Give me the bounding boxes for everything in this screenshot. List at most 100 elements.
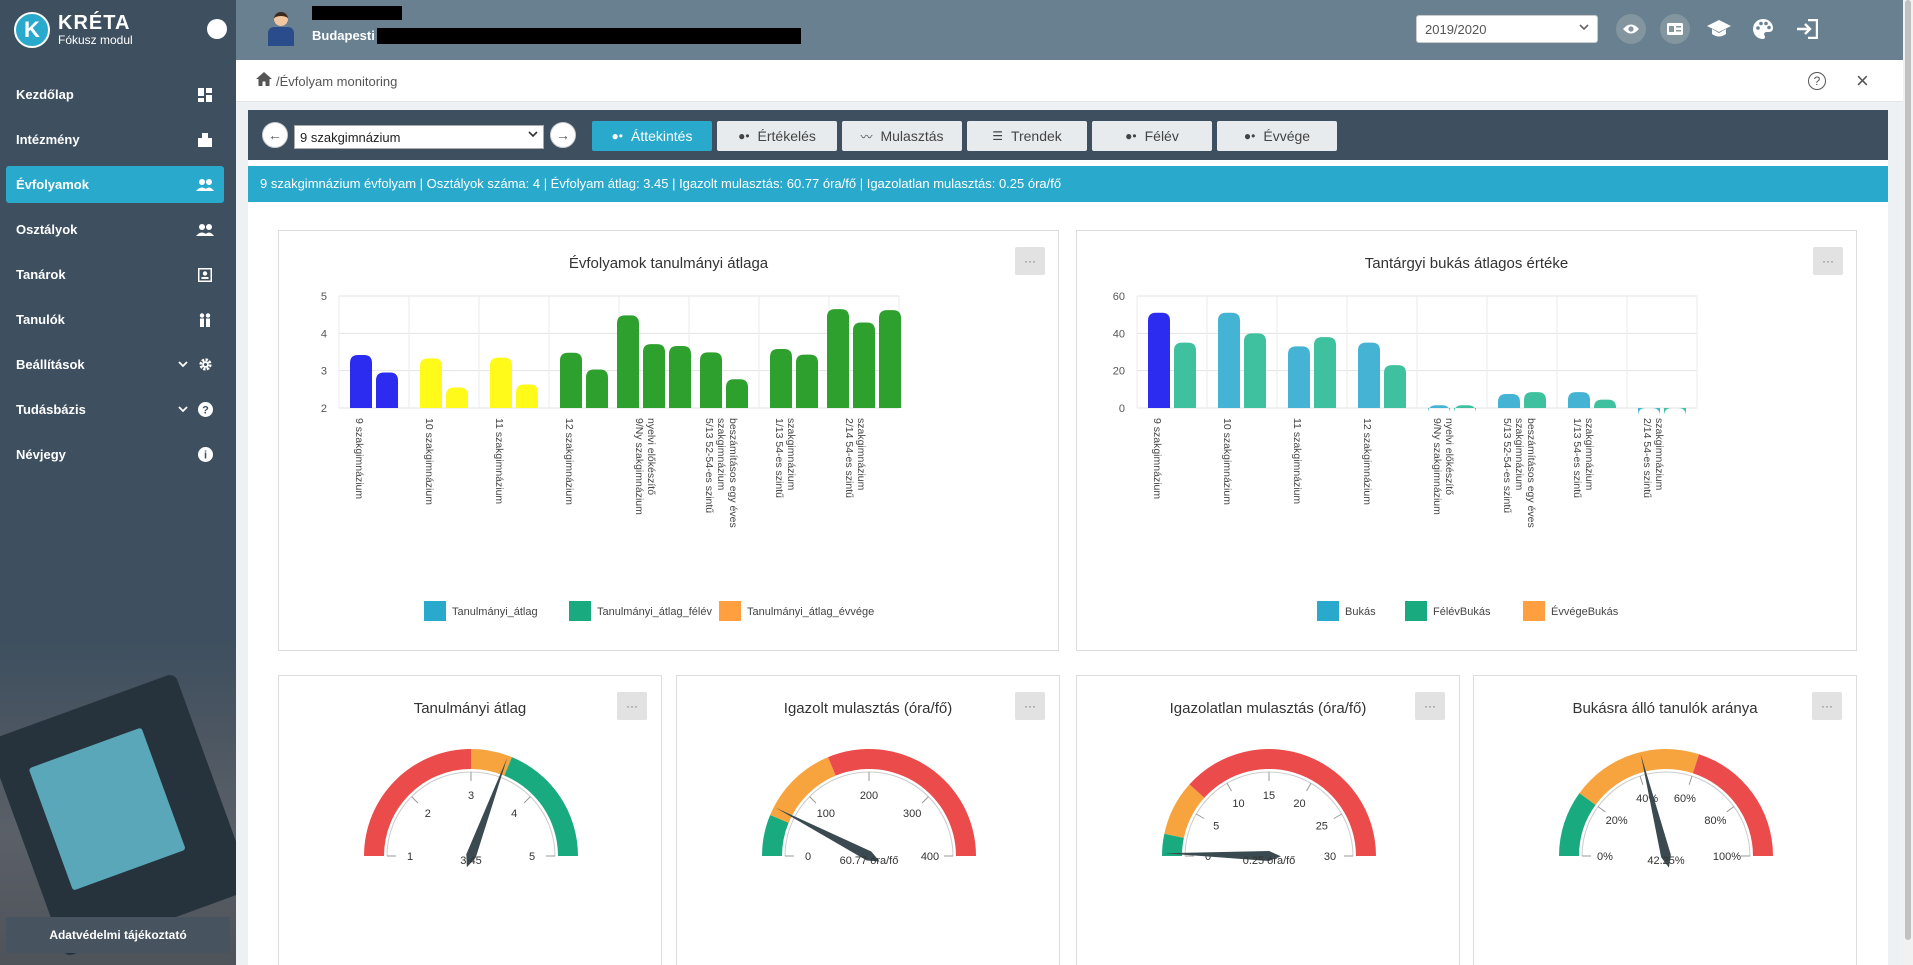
tab-label: Áttekintés (630, 128, 693, 144)
sidebar-item-tanulok[interactable]: Tanulók (6, 301, 224, 338)
more-options-button[interactable]: ··· (1015, 247, 1045, 275)
page-scrollbar[interactable] (1903, 0, 1913, 965)
more-options-button[interactable]: ··· (1415, 692, 1445, 720)
gauge-title: Tanulmányi átlag (413, 700, 527, 717)
kreta-logo-icon: K (14, 12, 50, 48)
tab-label: Trendek (1010, 128, 1062, 144)
bubbles-icon: ●• (738, 129, 750, 143)
brand[interactable]: K KRÉTA Fókusz modul (14, 12, 133, 48)
x-tick-line: szakgimnázium (1653, 418, 1665, 491)
y-tick-label: 40 (1113, 328, 1125, 340)
scrollbar-thumb[interactable] (1905, 0, 1911, 940)
help-icon[interactable]: ? (1808, 72, 1826, 90)
tab-ertekeles[interactable]: ●• Értékelés (717, 121, 837, 151)
bar (1428, 405, 1450, 414)
gauge-tick-label: 0 (805, 851, 811, 863)
gauge-tick-label: 200 (860, 790, 878, 802)
main-content: ← 9 szakgimnázium → ●• Áttekintés ●• Érték… (248, 110, 1888, 965)
school-year-select[interactable]: 2019/2020 (1416, 15, 1598, 43)
close-icon[interactable]: × (1856, 68, 1869, 93)
x-tick-line: nyelvi előkészítő (645, 418, 657, 495)
privacy-notice-button[interactable]: Adatvédelmi tájékoztató (6, 917, 230, 953)
tab-trendek[interactable]: ☰ Trendek (967, 121, 1087, 151)
y-tick-label: 60 (1113, 291, 1125, 303)
home-icon[interactable] (256, 72, 272, 90)
chevron-down-icon (528, 130, 538, 141)
gauge-tick (1688, 775, 1693, 785)
grade-select[interactable]: 9 szakgimnázium (294, 125, 544, 149)
id-card-icon[interactable] (1660, 14, 1690, 44)
bubbles-icon: ●• (1243, 129, 1256, 143)
x-tick-line: beszámításos egy éves (1525, 418, 1537, 528)
gauge-tick (1226, 783, 1232, 792)
sidebar-item-tudasbazis[interactable]: Tudásbázis ? (6, 391, 224, 428)
more-options-button[interactable]: ··· (1813, 247, 1843, 275)
x-tick-label: 2/14 54-es szintű szakgimnázium (843, 418, 867, 498)
sidebar-item-tanarok[interactable]: Tanárok (6, 256, 224, 293)
bar (376, 372, 398, 408)
user-avatar-icon[interactable] (266, 12, 296, 46)
x-tick-line: 5/13 52-54-es szintű (1501, 418, 1513, 513)
bar (1384, 365, 1406, 408)
sidebar-item-beallitasok[interactable]: Beállítások (6, 346, 224, 383)
gauge-needle (466, 757, 508, 868)
more-options-button[interactable]: ··· (617, 692, 647, 720)
bar (1568, 392, 1590, 408)
x-tick-line: szakgimnázium (785, 418, 797, 491)
x-tick-label: 12 szakgimnázium (1361, 418, 1373, 505)
graduation-cap-icon[interactable] (1704, 14, 1734, 44)
sidebar-toggle-button[interactable] (207, 19, 227, 39)
arrow-left-icon[interactable]: ← (262, 122, 288, 148)
gauge-band (1692, 754, 1773, 856)
tab-mulasztas[interactable]: 〰 Mulasztás (842, 121, 962, 151)
more-options-button[interactable]: ··· (1812, 692, 1842, 720)
tab-label: Értékelés (757, 128, 816, 144)
bar (879, 310, 901, 408)
palette-icon[interactable] (1748, 14, 1778, 44)
logout-icon[interactable] (1792, 14, 1822, 44)
info-icon: i (196, 447, 214, 463)
y-tick-label: 0 (1119, 403, 1125, 415)
average-bar-chart: 2 3 4 5 9 szakgimnázium 10 szakgimnázium 11 sz… (321, 291, 901, 621)
sidebar: K KRÉTA Fókusz modul Kezdőlap Intézmény … (0, 0, 236, 965)
x-tick-label: 11 szakgimnázium (1291, 418, 1303, 504)
average-gauge: 1 2 3 4 5 3.45 (364, 749, 578, 868)
arrow-right-icon[interactable]: → (550, 122, 576, 148)
breadcrumb-bar: /Évfolyam monitoring ? × (236, 60, 1906, 102)
tab-evvege[interactable]: ●• Évvége (1217, 121, 1337, 151)
more-options-button[interactable]: ··· (1015, 692, 1045, 720)
excused-absence-gauge: 0 100 200 300 400 60.77 óra/fő (762, 749, 976, 867)
gauge-tick-label: 4 (511, 808, 517, 820)
bar (853, 322, 875, 408)
bar (1664, 408, 1686, 416)
sidebar-item-nevjegy[interactable]: Névjegy i (6, 436, 224, 473)
failure-bar-chart: 0 20 40 60 9 szakgimnázium 10 szakgimnázium 11… (1113, 291, 1698, 621)
eye-icon[interactable] (1616, 14, 1646, 44)
y-tick-label: 3 (321, 366, 327, 378)
tab-attekintes[interactable]: ●• Áttekintés (592, 121, 712, 151)
gauge-tick (411, 796, 419, 804)
building-icon (196, 132, 214, 148)
x-tick-label: 1/13 54-es szintű szakgimnázium (773, 418, 797, 498)
sidebar-item-osztalyok[interactable]: Osztályok (6, 211, 224, 248)
x-tick-label: 1/13 54-es szintű szakgimnázium (1571, 418, 1595, 498)
sidebar-item-label: Névjegy (16, 447, 66, 462)
bar (643, 344, 665, 408)
sidebar-item-kezdolap[interactable]: Kezdőlap (6, 76, 224, 113)
svg-text:?: ? (202, 405, 209, 417)
bar (446, 387, 468, 408)
bubbles-icon: ●• (1125, 129, 1137, 143)
x-tick-line: 1/13 54-es szintű (1571, 418, 1583, 498)
bar (1244, 333, 1266, 408)
tab-felev[interactable]: ●• Félév (1092, 121, 1212, 151)
sidebar-item-intezmeny[interactable]: Intézmény (6, 121, 224, 158)
legend-swatch (569, 601, 591, 621)
institution-city: Budapesti (312, 28, 375, 43)
x-tick-label: 2/14 54-es szintű szakgimnázium (1641, 418, 1665, 498)
brand-module: Fókusz modul (58, 33, 133, 47)
chart-title: Tantárgyi bukás átlagos értéke (1364, 255, 1569, 272)
x-tick-line: 12 szakgimnázium (1361, 418, 1373, 505)
bar (1288, 346, 1310, 408)
sidebar-item-evfolyamok[interactable]: Évfolyamok (6, 166, 224, 203)
bar (490, 357, 512, 408)
